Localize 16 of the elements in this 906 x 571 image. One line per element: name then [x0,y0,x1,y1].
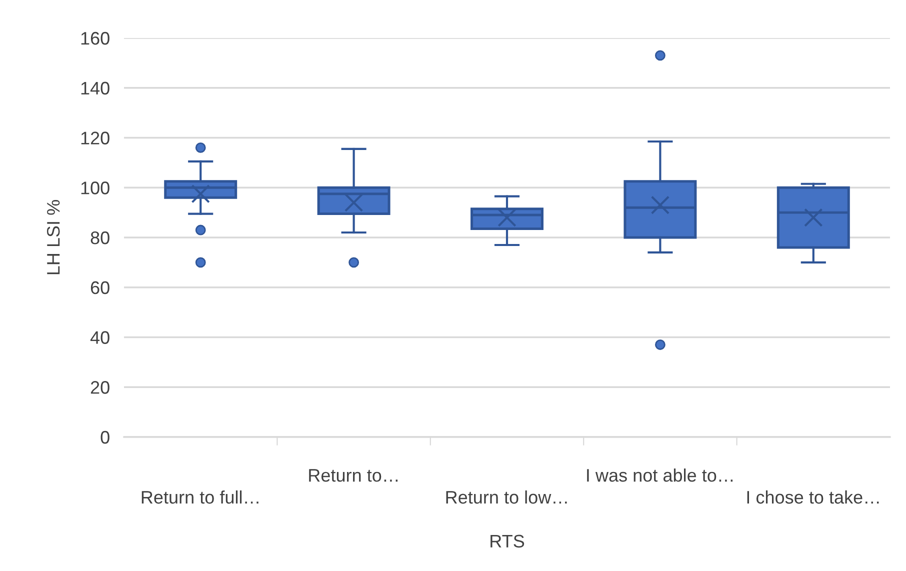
y-tick-label: 140 [81,82,110,95]
x-tick-label: Return to full… [142,490,258,504]
x-axis-title: RTS [490,534,524,548]
y-tick-label: 60 [90,281,110,294]
y-tick-label: 20 [90,381,110,394]
y-tick-label: 120 [81,132,110,144]
y-tick-label: 40 [90,331,110,344]
y-tick-label: 160 [81,32,110,45]
y-tick-label: 100 [81,182,110,194]
x-tick-label: Return to low… [446,490,567,504]
x-tick-label: Return to… [309,469,398,482]
y-tick-label: 0 [100,430,110,444]
y-axis-title: LH LSI % [46,200,60,274]
x-tick-label: I chose to take… [747,490,879,504]
y-tick-label: 80 [90,231,110,244]
x-tick-label: I was not able to… [587,468,733,482]
